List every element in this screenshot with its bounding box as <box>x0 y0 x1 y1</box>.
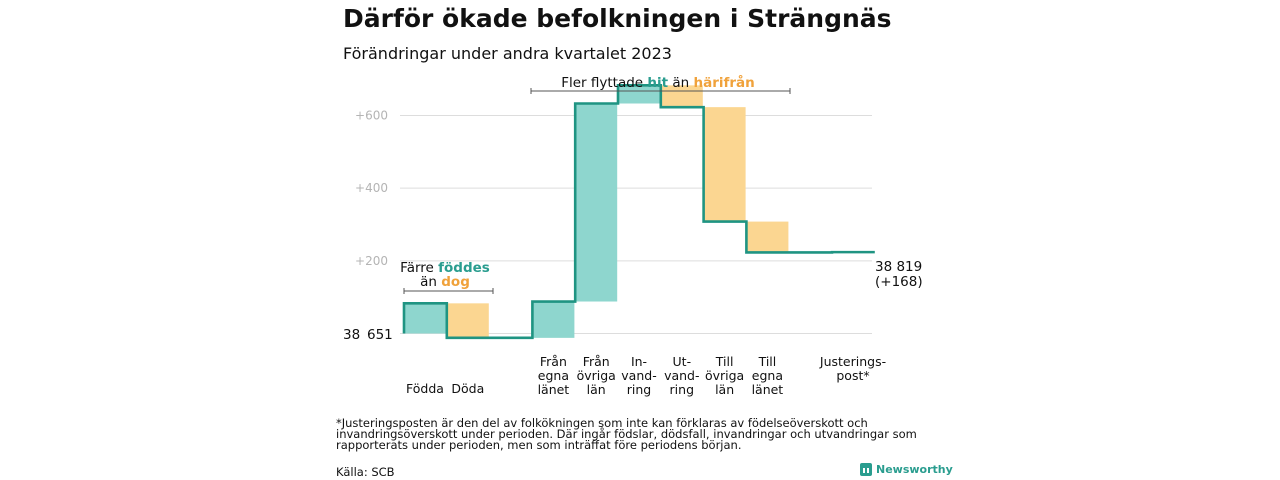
waterfall-bar <box>532 301 575 338</box>
cumulative-step-line <box>402 84 875 340</box>
end-value-label: 38 819 <box>875 259 922 275</box>
source-label: Källa: SCB <box>336 465 395 479</box>
category-label: länet <box>538 382 570 397</box>
category-label: länet <box>752 382 784 397</box>
waterfall-bar <box>404 303 446 334</box>
waterfall-bar <box>703 107 746 222</box>
category-label: Justerings- <box>819 354 886 369</box>
category-label: Från <box>583 354 610 369</box>
category-label: Till <box>715 354 734 369</box>
category-label: In- <box>631 354 647 369</box>
category-label: Till <box>758 354 777 369</box>
category-label: län <box>715 382 734 397</box>
waterfall-bar <box>575 103 618 302</box>
category-label: post* <box>836 368 869 383</box>
annotation-migration: Fler flyttade hit än härifrån <box>561 74 755 91</box>
start-value-label: 38 <box>343 327 360 343</box>
waterfall-bar <box>618 85 660 104</box>
footnote: *Justeringsposten är den del av folkökni… <box>336 416 917 452</box>
y-tick-label: +400 <box>355 181 388 195</box>
category-label: Döda <box>451 381 484 396</box>
category-label: övriga <box>705 368 744 383</box>
category-label: län <box>587 382 606 397</box>
y-tick-label: +200 <box>355 254 388 268</box>
category-label: Ut- <box>673 354 692 369</box>
newsworthy-icon <box>860 463 872 476</box>
category-label: Födda <box>406 381 444 396</box>
annotation-fewer-born: Färre föddes <box>400 260 490 276</box>
waterfall-bar <box>746 221 789 253</box>
category-label: Från <box>540 354 567 369</box>
annotation-than-died: än dog <box>420 274 470 290</box>
category-label: övriga <box>577 368 616 383</box>
brand-name: Newsworthy <box>876 463 953 476</box>
chart-subtitle: Förändringar under andra kvartalet 2023 <box>343 44 672 63</box>
waterfall-bar <box>446 303 489 338</box>
category-label: vand- <box>664 368 699 383</box>
y-tick-label: +600 <box>355 109 388 123</box>
category-label: ring <box>627 382 651 397</box>
end-change-label: (+168) <box>875 274 923 290</box>
start-value-label: 651 <box>367 327 393 343</box>
category-label: ring <box>670 382 694 397</box>
category-label: egna <box>538 368 569 383</box>
category-label: vand- <box>621 368 656 383</box>
chart-title: Därför ökade befolkningen i Strängnäs <box>343 4 892 33</box>
brand-logo[interactable]: Newsworthy <box>860 463 953 476</box>
category-label: egna <box>752 368 783 383</box>
